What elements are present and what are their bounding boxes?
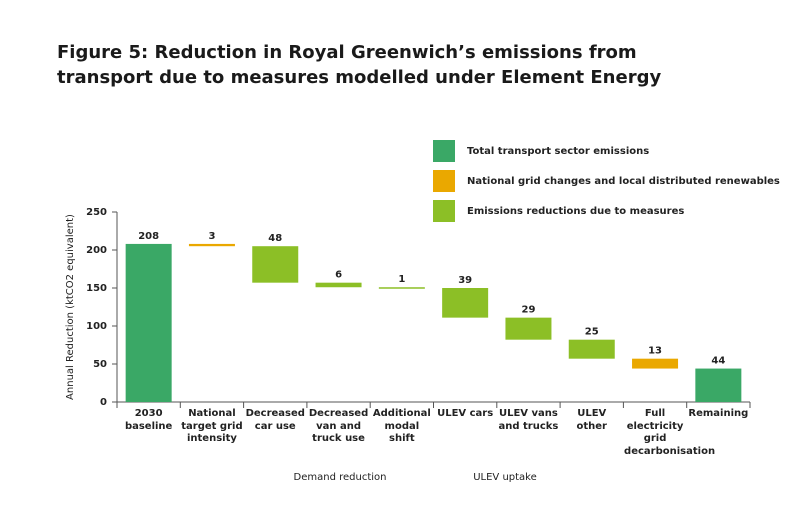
- chart-title: Figure 5: Reduction in Royal Greenwich’s…: [57, 42, 662, 88]
- bar: [505, 317, 552, 340]
- bar: [315, 282, 362, 288]
- y-tick-label: 200: [86, 245, 107, 256]
- x-tick-label: ULEV other: [576, 408, 607, 432]
- value-label: 25: [585, 327, 599, 338]
- bar: [568, 339, 615, 359]
- y-tick-label: 100: [86, 321, 107, 332]
- legend-label: Emissions reductions due to measures: [467, 206, 684, 217]
- bar: [125, 243, 172, 402]
- x-tick-label: Remaining: [688, 408, 749, 419]
- y-tick-label: 250: [86, 207, 107, 218]
- value-label: 3: [208, 231, 215, 242]
- x-tick-label: ULEV cars: [437, 408, 494, 419]
- legend-label: National grid changes and local distribu…: [467, 176, 780, 187]
- y-tick-label: 0: [100, 397, 107, 408]
- legend-swatch: [433, 170, 455, 192]
- y-tick-label: 50: [93, 359, 107, 370]
- legend-swatch: [433, 200, 455, 222]
- value-label: 48: [268, 233, 282, 244]
- x-tick-label: ULEV vans and trucks: [498, 408, 559, 432]
- bar: [252, 246, 299, 283]
- value-label: 39: [458, 275, 472, 286]
- x-tick-label: 2030 baseline: [124, 408, 173, 432]
- value-label: 1: [398, 274, 405, 285]
- x-tick-label: Decreased car use: [245, 408, 305, 432]
- bar: [188, 243, 235, 247]
- y-tick-label: 150: [86, 283, 107, 294]
- value-label: 6: [335, 270, 342, 281]
- bar: [442, 288, 489, 318]
- value-label: 13: [648, 346, 662, 357]
- bar: [695, 368, 742, 402]
- x-tick-label: Additional modal shift: [372, 408, 431, 444]
- x-tick-label: Decreased van and truck use: [308, 408, 369, 444]
- legend-swatch: [433, 140, 455, 162]
- group-label: Demand reduction: [294, 472, 387, 483]
- bar: [378, 287, 425, 289]
- x-tick-label: Full electricity grid decarbonisation: [624, 408, 716, 457]
- value-label: 208: [138, 231, 159, 242]
- legend-label: Total transport sector emissions: [467, 146, 649, 157]
- value-label: 44: [711, 356, 725, 367]
- value-label: 29: [521, 305, 535, 316]
- x-tick-label: National target grid intensity: [181, 408, 243, 444]
- bar: [632, 358, 679, 369]
- group-label: ULEV uptake: [473, 472, 537, 483]
- y-axis-label: Annual Reduction (ktCO2 equivalent): [65, 214, 76, 400]
